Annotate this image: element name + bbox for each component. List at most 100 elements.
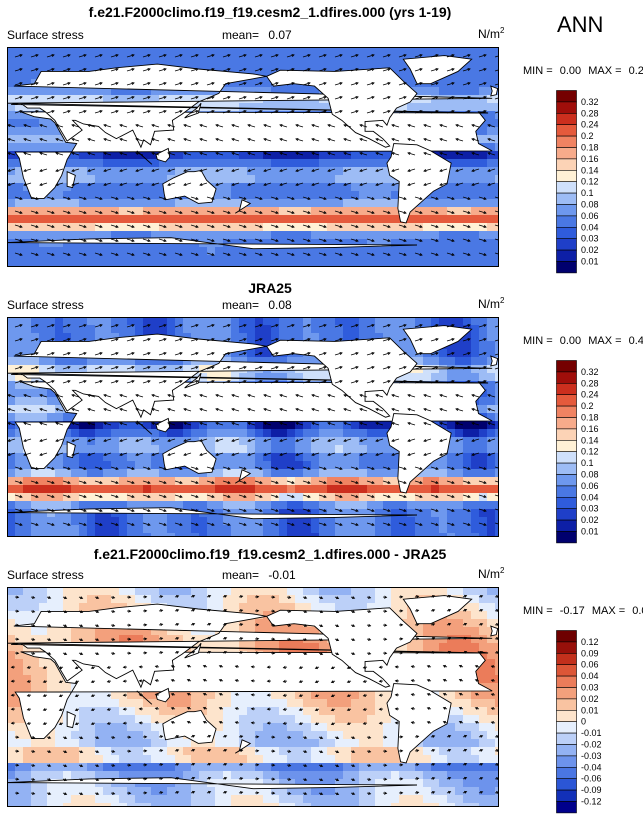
field-cell bbox=[415, 373, 424, 382]
field-cell bbox=[487, 151, 496, 160]
field-cell bbox=[55, 469, 64, 478]
field-cell bbox=[207, 501, 216, 510]
field-cell bbox=[47, 405, 56, 414]
field-cell bbox=[167, 207, 176, 216]
field-cell bbox=[7, 175, 16, 184]
field-cell bbox=[487, 525, 496, 534]
field-cell bbox=[143, 215, 152, 224]
field-cell bbox=[7, 207, 16, 216]
field-cell bbox=[439, 79, 448, 88]
field-cell bbox=[423, 103, 432, 112]
field-cell bbox=[391, 317, 400, 326]
field-cell bbox=[255, 79, 264, 88]
field-cell bbox=[263, 477, 272, 486]
field-cell bbox=[279, 231, 288, 240]
field-cell bbox=[295, 525, 304, 534]
field-cell bbox=[119, 159, 128, 168]
field-cell bbox=[7, 469, 16, 478]
field-cell bbox=[39, 55, 48, 64]
field-cell bbox=[447, 199, 456, 208]
field-cell bbox=[327, 223, 336, 232]
field-cell bbox=[31, 215, 40, 224]
field-cell bbox=[359, 477, 368, 486]
field-cell bbox=[351, 485, 360, 494]
field-cell bbox=[143, 453, 152, 462]
field-cell bbox=[439, 469, 448, 478]
field-cell bbox=[55, 143, 64, 152]
field-cell bbox=[151, 525, 160, 534]
field-cell bbox=[343, 207, 352, 216]
field-cell bbox=[279, 175, 288, 184]
field-cell bbox=[303, 429, 312, 438]
colorbar-box bbox=[557, 170, 577, 181]
field-cell bbox=[367, 47, 376, 56]
field-cell bbox=[487, 509, 496, 518]
field-cell bbox=[159, 47, 168, 56]
field-cell bbox=[39, 493, 48, 502]
field-cell bbox=[199, 517, 208, 526]
field-cell bbox=[271, 469, 280, 478]
field-cell bbox=[231, 517, 240, 526]
field-cell bbox=[359, 517, 368, 526]
field-cell bbox=[239, 421, 248, 430]
field-cell bbox=[255, 453, 264, 462]
field-cell bbox=[231, 445, 240, 454]
field-cell bbox=[87, 333, 96, 342]
field-cell bbox=[7, 501, 16, 510]
field-cell bbox=[127, 199, 136, 208]
field-cell bbox=[263, 191, 272, 200]
field-cell bbox=[303, 159, 312, 168]
field-cell bbox=[47, 365, 56, 374]
field-cell bbox=[7, 517, 16, 526]
field-cell bbox=[359, 175, 368, 184]
field-cell bbox=[335, 183, 344, 192]
field-cell bbox=[327, 477, 336, 486]
field-cell bbox=[15, 397, 24, 406]
field-cell bbox=[151, 317, 160, 326]
field-cell bbox=[351, 437, 360, 446]
field-cell bbox=[311, 317, 320, 326]
field-cell bbox=[215, 421, 224, 430]
field-cell bbox=[23, 413, 32, 422]
field-cell bbox=[7, 71, 16, 80]
field-cell bbox=[295, 55, 304, 64]
field-cell bbox=[167, 469, 176, 478]
field-cell bbox=[135, 517, 144, 526]
field-cell bbox=[79, 485, 88, 494]
field-cell bbox=[39, 317, 48, 326]
field-cell bbox=[7, 365, 16, 374]
field-cell bbox=[287, 421, 296, 430]
panel2-title: JRA25 bbox=[220, 280, 320, 296]
field-cell bbox=[23, 469, 32, 478]
field-cell bbox=[471, 485, 480, 494]
field-cell bbox=[135, 247, 144, 256]
field-cell bbox=[119, 517, 128, 526]
field-cell bbox=[239, 231, 248, 240]
field-cell bbox=[15, 47, 24, 56]
field-cell bbox=[119, 191, 128, 200]
field-cell bbox=[447, 349, 456, 358]
field-cell bbox=[431, 199, 440, 208]
field-cell bbox=[479, 215, 488, 224]
field-cell bbox=[407, 231, 416, 240]
field-cell bbox=[439, 199, 448, 208]
field-cell bbox=[63, 143, 72, 152]
field-cell bbox=[79, 453, 88, 462]
field-cell bbox=[231, 255, 240, 264]
field-cell bbox=[287, 231, 296, 240]
field-cell bbox=[343, 47, 352, 56]
field-cell bbox=[311, 485, 320, 494]
field-cell bbox=[463, 317, 472, 326]
colorbar-tick-label: 0.2 bbox=[581, 131, 594, 141]
field-cell bbox=[375, 325, 384, 334]
field-cell bbox=[479, 469, 488, 478]
field-cell bbox=[15, 413, 24, 422]
field-cell bbox=[463, 341, 472, 350]
field-cell bbox=[23, 71, 32, 80]
field-cell bbox=[463, 445, 472, 454]
field-cell bbox=[55, 255, 64, 264]
field-cell bbox=[479, 199, 488, 208]
field-cell bbox=[255, 445, 264, 454]
field-cell bbox=[111, 167, 120, 176]
field-cell bbox=[151, 485, 160, 494]
